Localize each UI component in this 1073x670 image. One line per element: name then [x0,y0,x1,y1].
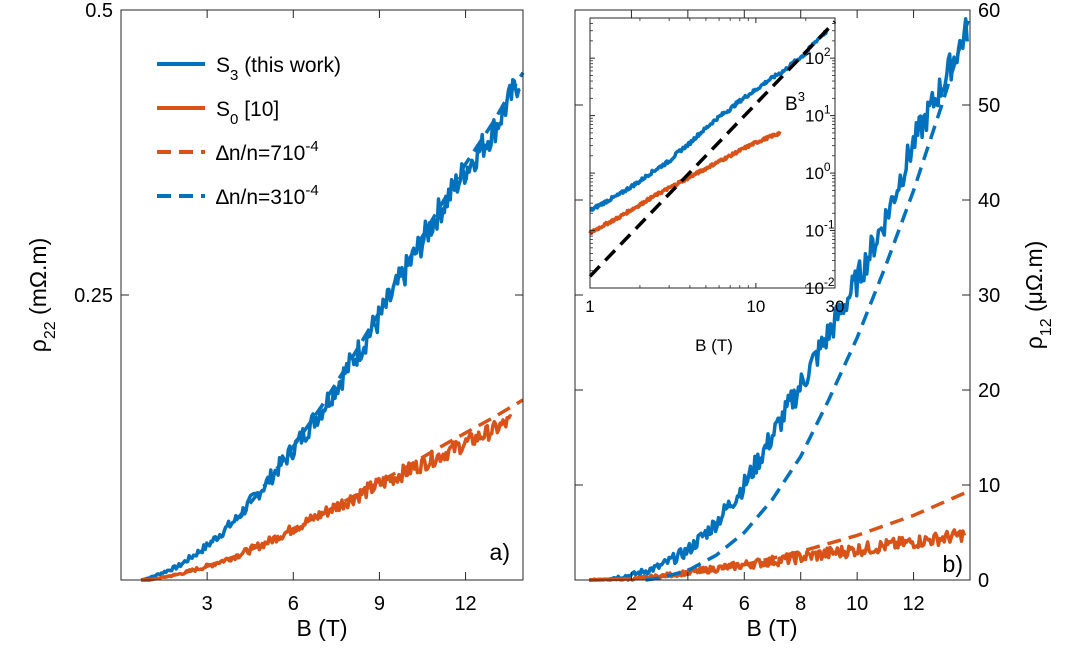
panel-a-ticks: 3 6 9 12 0.25 0.5 [74,0,523,615]
inset-xlabel: B (T) [695,336,733,355]
y-tick-label: 101 [805,103,831,126]
y-tick-label: 50 [978,95,1000,117]
y-tick-label: 10-2 [805,275,835,298]
x-tick-label: 6 [288,593,299,615]
x-tick-label: 9 [374,593,385,615]
x-tick-label: 6 [739,593,750,615]
y-tick-label: 0.5 [85,0,113,22]
x-tick-label: 10 [746,297,765,316]
y-tick-label: 30 [978,285,1000,307]
panel-a-series [140,71,525,582]
legend-label: S3 (this work) [216,54,341,84]
y-tick-label: 102 [805,45,831,68]
series-line-cube [588,20,837,278]
series-line-S0 [588,528,967,582]
panel-a-frame [120,9,524,581]
x-tick-label: 30 [826,297,845,316]
x-tick-label: 8 [795,593,806,615]
legend-label: ∆n/n=310-4 [216,182,319,209]
x-tick-label: 10 [846,593,868,615]
y-tick-label: 10-1 [805,218,835,241]
inset-frame [589,17,836,289]
x-tick-label: 12 [454,593,476,615]
x-tick-label: 12 [902,593,924,615]
x-tick-label: 3 [202,593,213,615]
y-tick-label: 20 [978,380,1000,402]
y-tick-label: 40 [978,190,1000,212]
x-tick-label: 2 [626,593,637,615]
panel-a-xlabel: B (T) [296,615,347,641]
series-line-fit-orange [141,398,524,582]
panel-a: 3 6 9 12 0.25 0.5 B (T) ρ22 (mΩ.m) a) S3 (thi… [25,0,525,641]
legend: S3 (this work) S0 [10] ∆n/n=710-4 ∆n/n=310-… [157,54,341,209]
series-line-S3 [588,17,969,582]
y-tick-label: 60 [978,0,1000,22]
panel-a-ylabel: ρ22 (mΩ.m) [25,238,59,353]
inset-annotation-b3: B3 [785,89,805,115]
series-line-fit-orange [589,489,971,582]
y-tick-label: 0.25 [74,285,113,307]
x-tick-label: 4 [682,593,693,615]
legend-label: ∆n/n=710-4 [216,138,319,165]
panel-b-ylabel: ρ12 (μΩ.m) [1021,241,1055,350]
panel-b-xlabel: B (T) [746,615,797,641]
y-tick-label: 0 [978,570,989,592]
y-tick-label: 10 [978,475,1000,497]
panel-b-label: b) [943,551,963,577]
inset-series [588,20,837,278]
y-tick-label: 100 [805,160,831,183]
series-line-S3 [140,77,521,582]
series-line-S0 [140,414,513,582]
panel-a-label: a) [490,539,510,565]
series-line-fit-blue [645,14,972,582]
x-tick-label: 1 [585,297,594,316]
legend-label: S0 [10] [216,98,279,128]
panel-b-series [588,14,972,582]
series-line-fit-blue [234,71,525,522]
